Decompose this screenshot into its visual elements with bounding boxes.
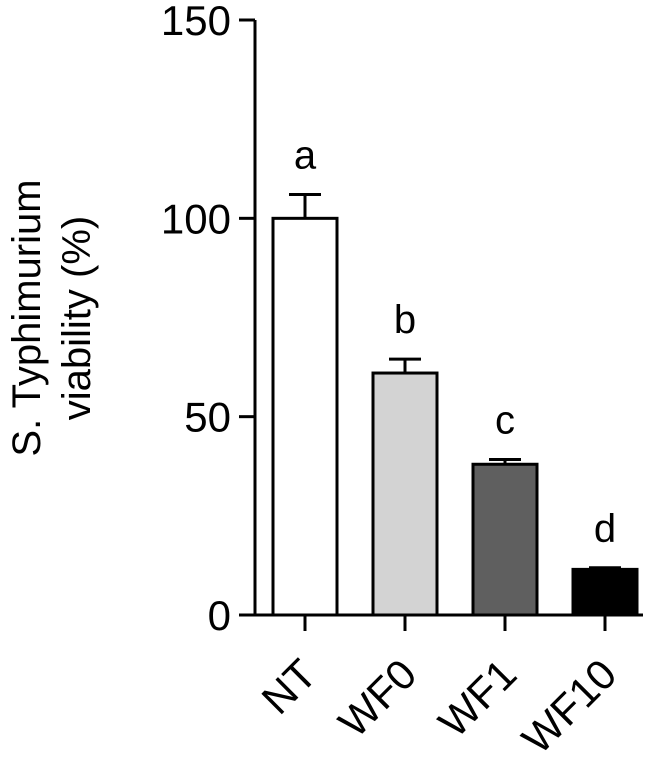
significance-label-WF1: c <box>495 399 515 443</box>
category-label-NT: NT <box>253 650 326 723</box>
bar-WF0 <box>371 371 439 617</box>
significance-label-WF0: b <box>394 298 416 342</box>
y-axis-label-line-1: S. Typhimurium <box>5 179 49 456</box>
significance-label-WF10: d <box>594 507 616 551</box>
y-tick-label-150: 150 <box>161 0 231 44</box>
bar-WF10 <box>571 567 639 617</box>
y-tick-label-50: 50 <box>184 394 231 441</box>
bar-WF1 <box>471 462 539 617</box>
y-axis-label: S. Typhimurium viability (%) <box>5 179 99 456</box>
y-axis-label-line-2: viability (%) <box>55 216 99 420</box>
significance-label-NT: a <box>294 134 317 178</box>
category-label-WF0: WF0 <box>329 650 425 746</box>
plot-area: 0 50 100 150 a NT b WF0 c WF1 d WF10 <box>161 0 643 763</box>
category-label-WF10: WF10 <box>513 650 625 762</box>
category-label-WF1: WF1 <box>429 650 525 746</box>
y-tick-label-100: 100 <box>161 195 231 242</box>
bar-NT <box>271 216 339 617</box>
y-tick-label-0: 0 <box>208 592 231 639</box>
